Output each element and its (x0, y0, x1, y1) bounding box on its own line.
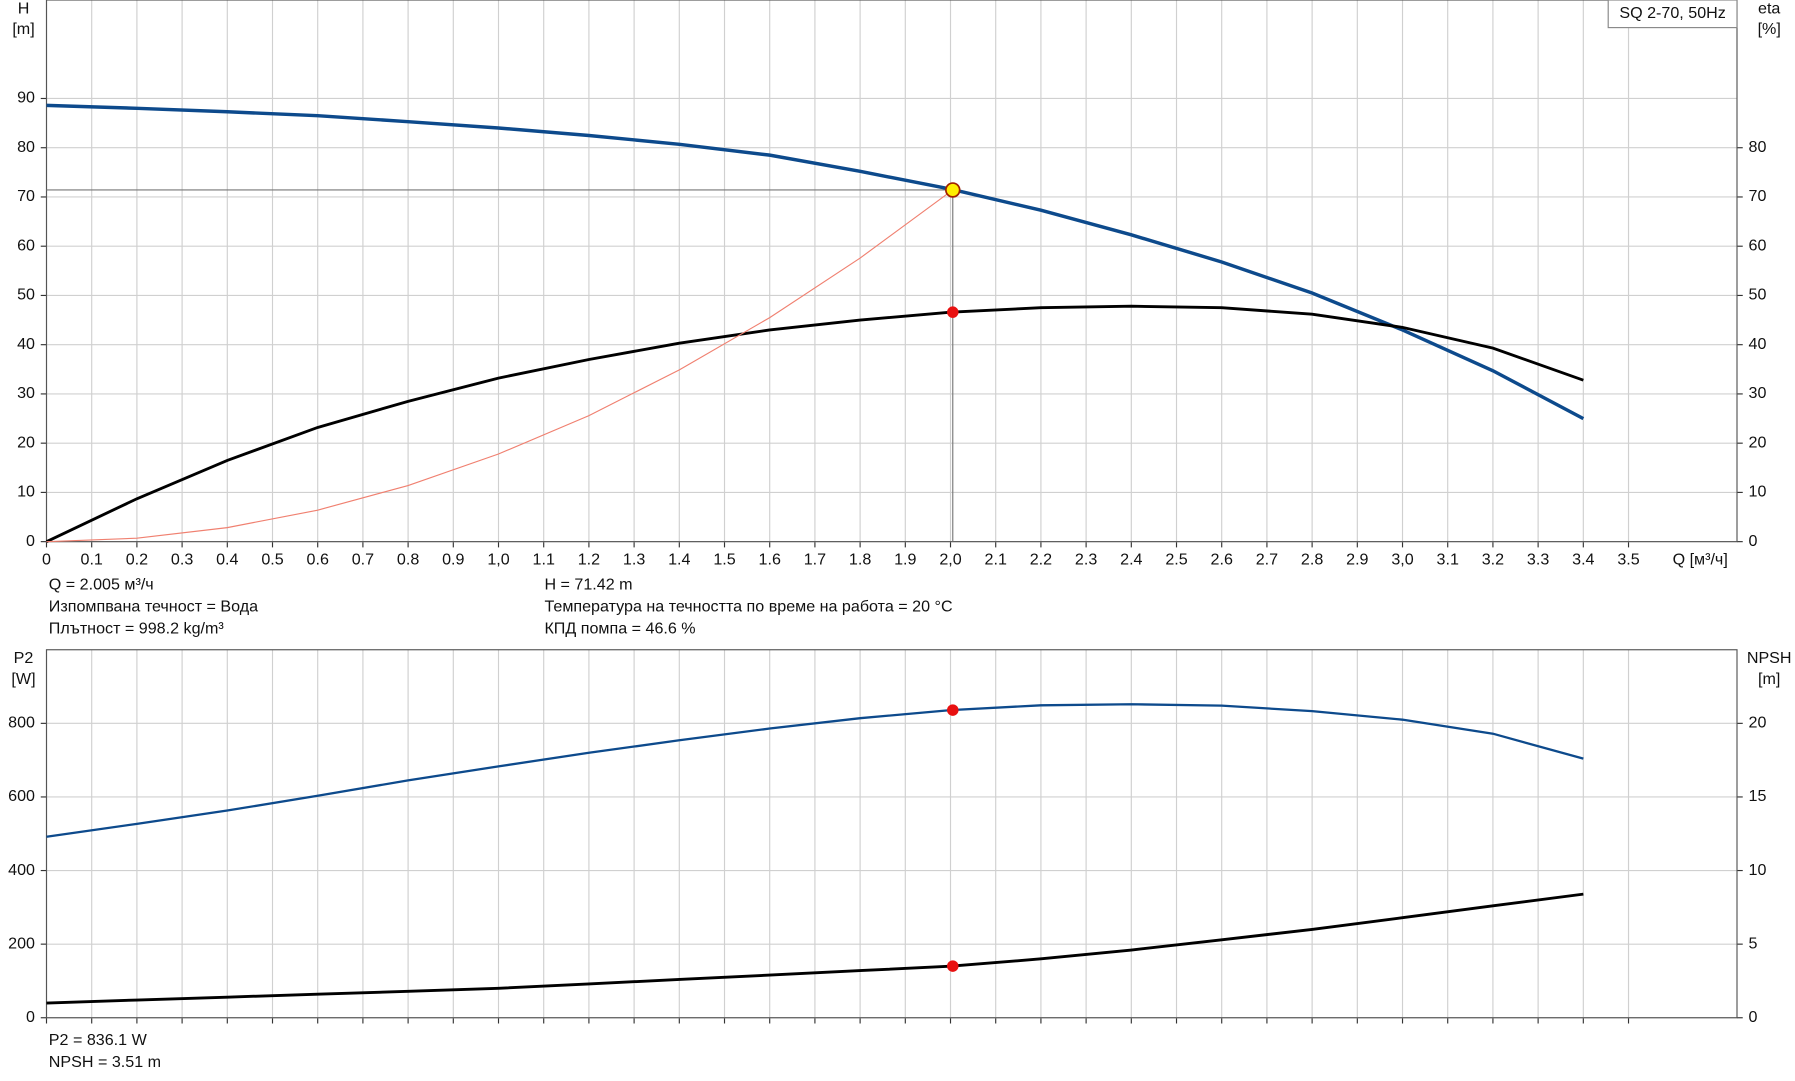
y2-tick-label: 50 (1749, 286, 1767, 304)
y2-axis-label: [m] (1758, 670, 1780, 688)
x-tick-label: 1.4 (668, 550, 690, 568)
x-tick-label: 0.6 (307, 550, 329, 568)
y2-axis-label: NPSH (1747, 649, 1792, 667)
operating-point (945, 182, 961, 198)
y2-axis-label: [%] (1758, 20, 1781, 38)
y2-tick-label: 0 (1749, 1008, 1758, 1026)
info-text: Q = 2.005 м³/ч (49, 576, 154, 594)
x-tick-label: 2.1 (985, 550, 1007, 568)
x-tick-label: 2.9 (1346, 550, 1368, 568)
y-tick-label: 10 (17, 483, 35, 501)
x-tick-label: 3.1 (1437, 550, 1459, 568)
x-tick-label: 0.4 (216, 550, 238, 568)
y2-tick-label: 30 (1749, 384, 1767, 402)
y2-tick-label: 5 (1749, 934, 1758, 952)
x-tick-label: 1,0 (487, 550, 509, 568)
x-tick-label: 1.1 (533, 550, 555, 568)
y-tick-label: 70 (17, 187, 35, 205)
x-tick-label: 0.3 (171, 550, 193, 568)
x-tick-label: 3.2 (1482, 550, 1504, 568)
x-tick-label: 2.3 (1075, 550, 1097, 568)
x-tick-label: 2,0 (939, 550, 961, 568)
y-tick-label: 60 (17, 236, 35, 254)
info-text: NPSH = 3.51 m (49, 1053, 161, 1071)
y2-tick-label: 20 (1749, 433, 1767, 451)
y-tick-label: 20 (17, 433, 35, 451)
y-tick-label: 0 (26, 1008, 35, 1026)
x-tick-label: 1.2 (578, 550, 600, 568)
x-tick-label: 2.5 (1165, 550, 1187, 568)
y-tick-label: 90 (17, 89, 35, 107)
x-tick-label: 1.6 (759, 550, 781, 568)
x-tick-label: 2.8 (1301, 550, 1323, 568)
y2-tick-label: 15 (1749, 787, 1767, 805)
x-tick-label: 3.4 (1572, 550, 1594, 568)
x-tick-label: 1.9 (894, 550, 916, 568)
y-tick-label: 200 (8, 934, 35, 952)
x-tick-label: 0 (42, 550, 51, 568)
x-tick-label: 1.5 (713, 550, 735, 568)
x-tick-label: 2.7 (1256, 550, 1278, 568)
y-axis-label: H (18, 0, 30, 17)
plot-frame (45, 649, 1738, 1019)
y-axis-label: [W] (11, 670, 35, 688)
series-line (45, 304, 1584, 543)
y2-tick-label: 60 (1749, 236, 1767, 254)
y2-tick-label: 10 (1749, 483, 1767, 501)
x-tick-label: 2.6 (1211, 550, 1233, 568)
series-line (46, 189, 954, 543)
x-tick-label: 0.7 (352, 550, 374, 568)
y-axis-label: [m] (12, 20, 34, 38)
info-text: H = 71.42 m (544, 576, 632, 594)
info-text: Изпомпвана течност = Вода (49, 597, 258, 615)
x-tick-label: 3,0 (1391, 550, 1413, 568)
operating-point (947, 704, 959, 716)
operating-point (947, 960, 959, 972)
y-tick-label: 40 (17, 335, 35, 353)
y2-tick-label: 10 (1749, 861, 1767, 879)
x-tick-label: 1.3 (623, 550, 645, 568)
series-line (46, 703, 1584, 838)
y-tick-label: 800 (8, 714, 35, 732)
x-tick-label: 0.5 (261, 550, 283, 568)
series-line (46, 103, 1585, 421)
x-tick-label: 1.8 (849, 550, 871, 568)
x-tick-label: 0.1 (81, 550, 103, 568)
x-label-bg (1665, 548, 1737, 572)
x-axis-label: Q [м³/ч] (1673, 550, 1728, 568)
y2-tick-label: 80 (1749, 138, 1767, 156)
info-text: Температура на течността по време на раб… (544, 597, 953, 615)
info-text: P2 = 836.1 W (49, 1031, 148, 1049)
y2-axis-label: eta (1758, 0, 1780, 17)
x-tick-label: 2.2 (1030, 550, 1052, 568)
x-tick-label: 2.4 (1120, 550, 1142, 568)
y2-tick-label: 70 (1749, 187, 1767, 205)
y-tick-label: 50 (17, 286, 35, 304)
x-tick-label: 1.7 (804, 550, 826, 568)
legend-box (1607, 0, 1738, 29)
y2-tick-label: 0 (1749, 532, 1758, 550)
operating-point (947, 306, 959, 318)
y2-tick-label: 20 (1749, 714, 1767, 732)
legend-label: SQ 2-70, 50Hz (1619, 4, 1725, 22)
x-tick-label: 0.2 (126, 550, 148, 568)
x-tick-label: 0.8 (397, 550, 419, 568)
y-tick-label: 30 (17, 384, 35, 402)
series-line (46, 892, 1584, 1005)
y-axis-label: P2 (14, 649, 34, 667)
x-tick-label: 3.3 (1527, 550, 1549, 568)
info-text: КПД помпа = 46.6 % (544, 619, 695, 637)
y2-tick-label: 40 (1749, 335, 1767, 353)
y-tick-label: 0 (26, 532, 35, 550)
x-tick-label: 0.9 (442, 550, 464, 568)
y-tick-label: 400 (8, 861, 35, 879)
y-tick-label: 600 (8, 787, 35, 805)
y-tick-label: 80 (17, 138, 35, 156)
x-tick-label: 3.5 (1617, 550, 1639, 568)
info-text: Плътност = 998.2 kg/m³ (49, 619, 225, 637)
plot-frame (45, 0, 1738, 543)
